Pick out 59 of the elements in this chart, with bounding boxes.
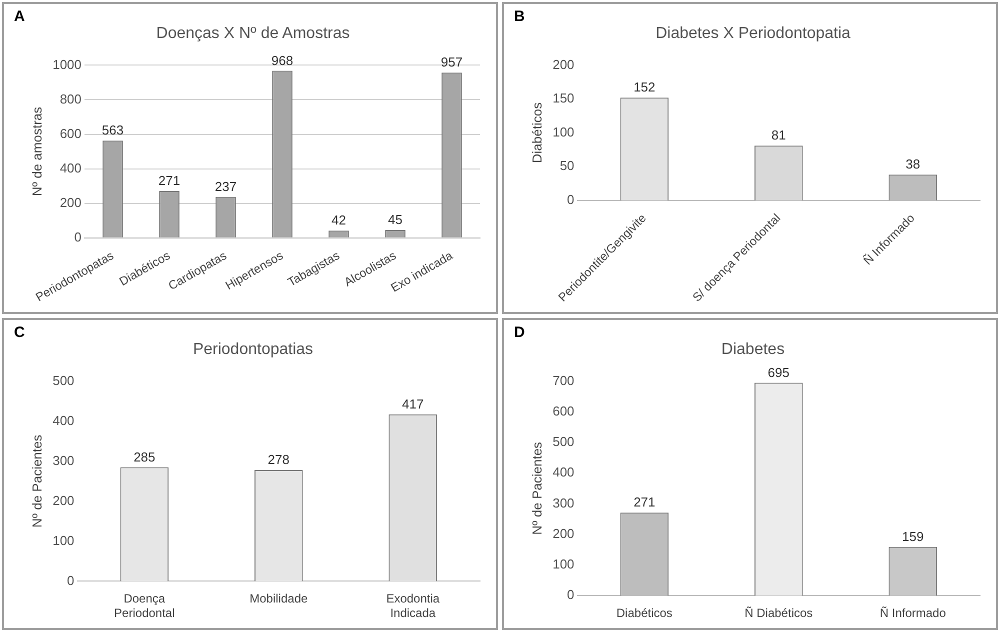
y-tick-label: 0 xyxy=(74,229,82,244)
data-label: 81 xyxy=(771,128,786,143)
x-tick-label: Diabéticos xyxy=(616,606,672,620)
y-tick-label: 400 xyxy=(60,160,82,176)
x-tick-label: Ñ Informado xyxy=(880,606,946,620)
y-tick-label: 800 xyxy=(60,91,82,106)
y-axis-title: Nº de amostras xyxy=(29,106,44,196)
text: A xyxy=(14,8,25,25)
data-label: 417 xyxy=(402,396,424,412)
y-tick-label: 600 xyxy=(60,126,82,141)
y-tick-label: 100 xyxy=(52,532,74,548)
text: C xyxy=(14,324,25,341)
x-tick-label: Exodontia Indicada xyxy=(386,592,440,620)
y-tick-label: 500 xyxy=(52,372,74,388)
y-axis-title: Nº de Pacientes xyxy=(529,441,544,535)
data-label: 968 xyxy=(271,52,294,68)
x-tick-label: Doença Periodontal xyxy=(114,592,175,620)
y-tick-label: 150 xyxy=(552,90,574,106)
data-label: 152 xyxy=(634,80,656,95)
data-label: 237 xyxy=(214,178,237,194)
data-label: 695 xyxy=(768,364,790,380)
y-tick-label: 1000 xyxy=(52,56,82,72)
y-tick-label: 100 xyxy=(552,556,574,572)
x-tick-label: Mobilidade xyxy=(250,592,308,606)
x-tick-label: Ñ Diabéticos xyxy=(744,606,813,620)
y-tick-label: 400 xyxy=(52,412,74,428)
data-label: 159 xyxy=(902,528,924,544)
y-tick-label: 100 xyxy=(552,124,574,140)
y-tick-label: 300 xyxy=(52,452,74,468)
data-label: 285 xyxy=(134,449,156,464)
chart-title: Diabetes xyxy=(721,341,785,358)
y-tick-label: 0 xyxy=(67,572,74,588)
y-tick-label: 0 xyxy=(567,192,574,207)
y-tick-label: 400 xyxy=(552,464,574,480)
y-tick-label: 600 xyxy=(552,403,574,418)
y-axis-title: Diabéticos xyxy=(529,102,544,164)
y-tick-label: 700 xyxy=(552,372,574,388)
chart-title: Periodontopatias xyxy=(192,341,314,358)
text: B xyxy=(514,8,525,25)
text: D xyxy=(514,324,525,341)
y-tick-label: 200 xyxy=(552,56,574,72)
data-label: 563 xyxy=(102,122,124,138)
y-axis-title: Nº de Pacientes xyxy=(29,434,44,528)
y-tick-label: 50 xyxy=(560,158,574,174)
y-tick-label: 200 xyxy=(60,194,82,210)
y-tick-label: 200 xyxy=(552,526,574,541)
data-label: 45 xyxy=(388,212,402,228)
y-tick-label: 500 xyxy=(552,434,574,450)
data-label: 42 xyxy=(332,212,346,228)
y-tick-label: 0 xyxy=(567,587,574,602)
y-tick-label: 300 xyxy=(552,495,574,510)
data-label: 278 xyxy=(268,452,290,468)
chart-title: Diabetes X Periodontopatia xyxy=(656,25,850,42)
data-label: 271 xyxy=(634,494,656,510)
data-label: 38 xyxy=(906,156,920,172)
data-label: 271 xyxy=(158,173,180,188)
y-tick-label: 200 xyxy=(52,492,74,508)
data-label: 957 xyxy=(440,54,463,70)
chart-title: Doenças X Nº de Amostras xyxy=(156,25,350,42)
